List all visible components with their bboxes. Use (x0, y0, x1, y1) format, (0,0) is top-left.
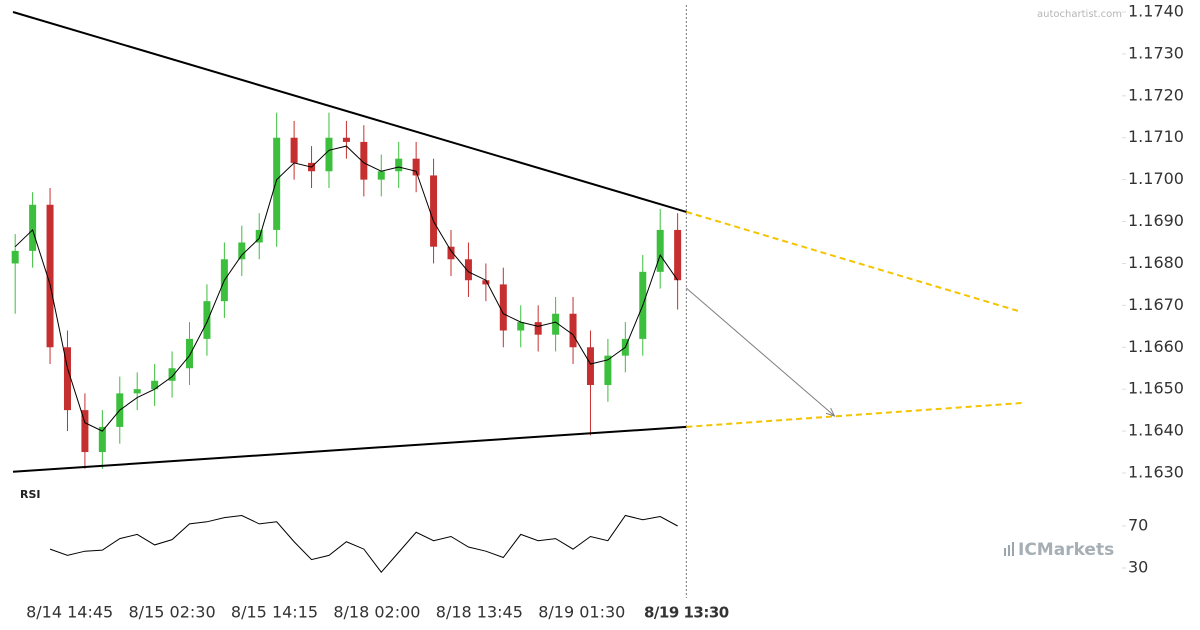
candle-body (482, 280, 490, 285)
rsi-label: RSI (20, 488, 41, 501)
logo-bar (1008, 545, 1010, 556)
candle-body (325, 137, 333, 172)
candle-body (342, 137, 350, 142)
candle-body (63, 347, 71, 411)
rsi-tick-label: 30 (1128, 558, 1148, 577)
logo-text: ICMarkets (1018, 540, 1114, 560)
candle-body (203, 301, 211, 339)
logo-bar (1004, 548, 1006, 556)
candle-body (11, 250, 19, 264)
candle-body (464, 259, 472, 281)
x-tick-label: 8/18 13:45 (436, 603, 523, 622)
candle-body (656, 229, 664, 272)
x-tick-label: 8/14 14:45 (26, 603, 113, 622)
candle-body (517, 322, 525, 331)
projection-line (686, 402, 1023, 428)
rsi-line (49, 514, 678, 573)
y-tick-label: 1.1730 (1128, 43, 1184, 62)
candle-body (412, 158, 420, 176)
y-tick-label: 1.1690 (1128, 211, 1184, 230)
candle-body (534, 322, 542, 335)
candle-body (395, 158, 403, 172)
candle-body (360, 141, 368, 180)
candle-body (98, 426, 106, 453)
y-tick-label: 1.1740 (1128, 2, 1184, 21)
y-tick-label: 1.1640 (1128, 421, 1184, 440)
y-tick-label: 1.1670 (1128, 295, 1184, 314)
candle-body (586, 347, 594, 385)
candle-body (447, 246, 455, 260)
candle-body (499, 284, 507, 331)
candle-body (168, 368, 176, 381)
candle-body (255, 229, 263, 243)
forecast-arrow (686, 287, 835, 417)
y-tick-label: 1.1710 (1128, 127, 1184, 146)
y-tick-label: 1.1630 (1128, 463, 1184, 482)
logo: ICMarkets (1004, 540, 1114, 560)
trend-line (12, 11, 687, 213)
x-tick-label: 8/15 02:30 (129, 603, 216, 622)
candle-body (46, 204, 54, 348)
candle-body (81, 410, 89, 453)
candle-body (377, 171, 385, 180)
moving-average (14, 145, 679, 432)
candle-body (238, 242, 246, 260)
candle-body (186, 338, 194, 369)
projection-line (686, 210, 1023, 314)
y-tick-label: 1.1680 (1128, 253, 1184, 272)
x-tick-label: 8/15 14:15 (231, 603, 318, 622)
candle-body (290, 137, 298, 163)
candle-body (552, 313, 560, 335)
x-tick-label: 8/18 02:00 (333, 603, 420, 622)
y-tick-label: 1.1720 (1128, 85, 1184, 104)
candle-body (674, 229, 682, 281)
y-tick-label: 1.1660 (1128, 337, 1184, 356)
candle-body (604, 355, 612, 385)
x-tick-label: 8/19 01:30 (538, 603, 625, 622)
rsi-tick-label: 70 (1128, 516, 1148, 535)
candle-body (133, 389, 141, 394)
y-tick-label: 1.1700 (1128, 169, 1184, 188)
trend-line (12, 425, 687, 473)
candle-body (430, 175, 438, 247)
candle-body (29, 204, 37, 251)
arrow-head (825, 407, 836, 417)
candle-body (569, 313, 577, 348)
candle-body (151, 380, 159, 390)
y-tick-label: 1.1650 (1128, 379, 1184, 398)
watermark: autochartist.com (1037, 9, 1122, 20)
candle-body (273, 137, 281, 230)
logo-bar (1012, 542, 1014, 556)
x-tick-label: 8/19 13:30 (644, 604, 729, 622)
